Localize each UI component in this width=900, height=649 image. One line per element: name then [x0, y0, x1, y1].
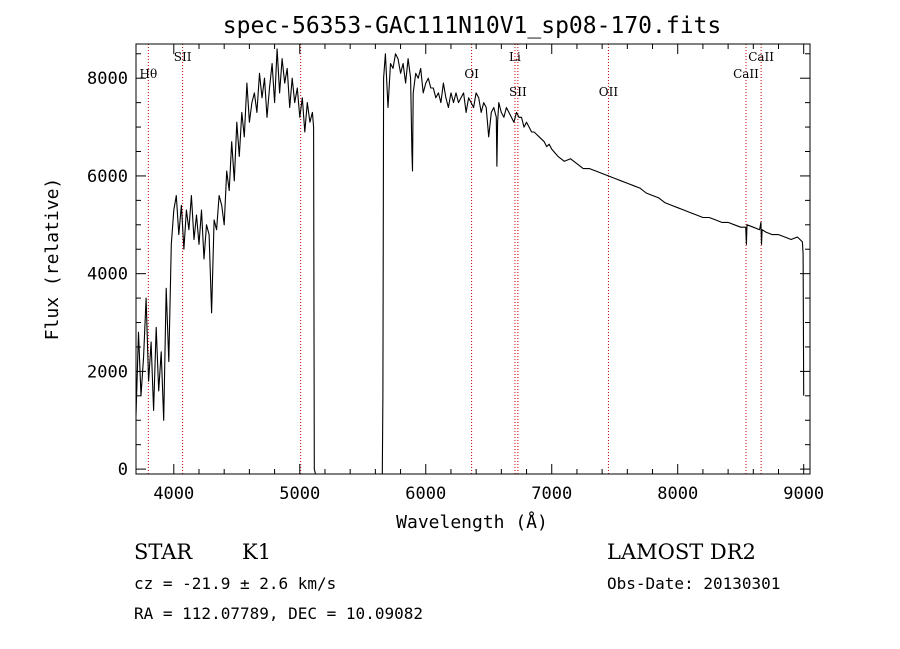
- marker-label-6: OII: [599, 85, 619, 99]
- x-tick-label-7000: 7000: [531, 484, 572, 504]
- object-class: STAR: [134, 540, 193, 564]
- plot-frame: [135, 43, 811, 475]
- chart-title: spec-56353-GAC111N10V1_sp08-170.fits: [223, 13, 722, 39]
- x-tick-label-9000: 9000: [783, 484, 824, 504]
- y-axis-ticks: 0 2000 4000 6000 8000: [87, 53, 810, 480]
- marker-label-7: CaII: [733, 67, 759, 81]
- spectral-line-markers: [147, 44, 762, 474]
- redshift-readout: cz = -21.9 ± 2.6 km/s: [134, 574, 336, 593]
- marker-label-5: SII: [509, 85, 527, 99]
- coordinates-readout: RA = 112.07789, DEC = 10.09082: [134, 604, 423, 623]
- x-axis-label: Wavelength (Å): [396, 511, 548, 533]
- marker-label-8: CaII: [748, 50, 774, 64]
- x-tick-label-4000: 4000: [153, 484, 194, 504]
- x-axis-ticks: 4000 5000 6000 7000 8000 9000: [153, 44, 824, 504]
- y-tick-label-0: 0: [118, 460, 128, 480]
- marker-label-0: Hθ: [139, 67, 157, 81]
- spectrum-series: [135, 48, 805, 475]
- x-tick-label-6000: 6000: [405, 484, 446, 504]
- spectrum-segment-1: [381, 53, 805, 475]
- x-tick-label-5000: 5000: [279, 484, 320, 504]
- marker-label-1: SII: [174, 50, 192, 64]
- y-tick-label-2000: 2000: [87, 362, 128, 382]
- y-axis-label: Flux (relative): [42, 178, 63, 341]
- spectrum-segment-0: [135, 48, 317, 475]
- y-tick-label-6000: 6000: [87, 167, 128, 187]
- observation-date: Obs-Date: 20130301: [607, 574, 780, 593]
- spectral-line-labels: Hθ SII OI Li SII OII CaII CaII: [139, 50, 774, 99]
- marker-label-3: OI: [464, 67, 479, 81]
- y-tick-label-8000: 8000: [87, 69, 128, 89]
- marker-label-4: Li: [509, 50, 521, 64]
- object-subclass: K1: [242, 540, 271, 564]
- survey-name: LAMOST DR2: [607, 540, 756, 564]
- x-tick-label-8000: 8000: [657, 484, 698, 504]
- y-tick-label-4000: 4000: [87, 265, 128, 285]
